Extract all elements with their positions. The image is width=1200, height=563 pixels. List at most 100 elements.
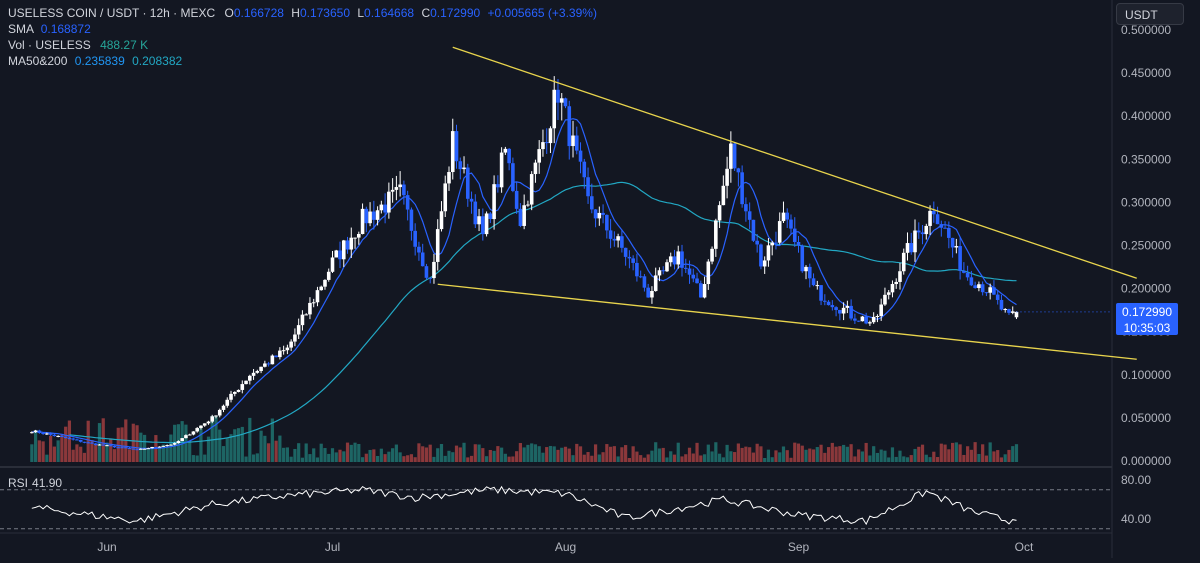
volume-bar (387, 451, 391, 462)
candle-body (364, 208, 369, 224)
price-tick-label: 0.450000 (1121, 66, 1171, 80)
high-value: 0.173650 (299, 6, 350, 20)
candle-body (496, 184, 500, 188)
candle-body (383, 204, 387, 213)
volume-bar (905, 457, 910, 462)
volume-bar (278, 435, 282, 462)
candle-body (796, 241, 801, 246)
candle-body (462, 167, 466, 170)
volume-bar (954, 442, 958, 462)
volume-bar (928, 457, 932, 462)
volume-bar (616, 456, 620, 462)
currency-button[interactable]: USDT (1116, 3, 1184, 25)
candle-body (33, 430, 38, 433)
candle-body (901, 252, 906, 272)
volume-bar (857, 449, 861, 462)
volume-bar (511, 456, 515, 462)
volume-bar (988, 442, 992, 462)
volume-bar (627, 457, 631, 462)
candle-body (845, 305, 850, 308)
open-label: O (224, 6, 234, 20)
volume-bar (64, 426, 68, 462)
candle-body (439, 211, 444, 230)
volume-bar (800, 445, 804, 462)
candle-body (650, 290, 654, 298)
volume-bar (984, 455, 989, 462)
candle-body (131, 448, 136, 450)
volume-bar (830, 442, 834, 462)
open-value: 0.166728 (233, 6, 284, 20)
volume-bar (518, 443, 523, 462)
candle-body (721, 185, 726, 206)
candle-body (60, 435, 64, 437)
volume-bar (319, 443, 323, 462)
candle-body (841, 307, 846, 314)
volume-bar (436, 448, 440, 462)
candle-body (871, 316, 876, 323)
volume-bar (165, 446, 169, 462)
volume-bar (669, 451, 673, 462)
volume-bar (770, 457, 774, 462)
volume-bar (571, 455, 575, 462)
candle-body (770, 242, 775, 246)
candle-body (90, 442, 94, 444)
volume-bar (274, 440, 278, 462)
volume-bar (398, 452, 402, 462)
candle-body (529, 174, 534, 205)
candle-body (349, 237, 354, 250)
volume-legend-row[interactable]: Vol · USELESS 488.27 K (8, 37, 597, 53)
candle-body (417, 246, 421, 253)
candle-body (905, 243, 910, 253)
volume-bar (639, 455, 643, 462)
volume-bar (383, 454, 387, 462)
candle-body (958, 246, 962, 271)
volume-bar (605, 444, 609, 462)
sma-legend-row[interactable]: SMA 0.168872 (8, 21, 597, 37)
candle-body (116, 447, 121, 449)
candle-body (638, 276, 643, 278)
volume-bar (597, 454, 601, 462)
volume-bar (796, 443, 801, 462)
volume-bar (909, 455, 913, 462)
volume-bar (285, 447, 289, 462)
candle-body (398, 184, 402, 188)
volume-bar (793, 442, 797, 462)
volume-bar (372, 449, 376, 462)
volume-bar (297, 443, 301, 462)
high-label: H (291, 6, 300, 20)
candle-body (984, 292, 989, 294)
volume-bar (823, 452, 827, 462)
volume-bar (270, 418, 274, 462)
volume-bar (879, 449, 883, 462)
candle-body (161, 445, 166, 447)
candle-body (620, 236, 624, 248)
candle-body (548, 128, 553, 144)
candle-body (702, 284, 707, 298)
close-label: C (421, 6, 431, 20)
candle-body (965, 272, 970, 278)
candle-body (217, 409, 222, 416)
candle-body (762, 260, 767, 267)
rsi-tick-label: 80.00 (1121, 473, 1151, 487)
candle-body (300, 314, 305, 326)
candle-body (909, 243, 914, 253)
volume-bar (680, 456, 684, 462)
candle-body (202, 423, 207, 426)
rsi-legend[interactable]: RSI 41.90 (8, 476, 62, 490)
volume-bar (530, 443, 534, 462)
candle-body (281, 350, 286, 352)
candle-body (251, 372, 256, 376)
candle-body (586, 177, 590, 197)
candle-body (883, 294, 887, 305)
candle-body (729, 143, 733, 169)
symbol-title[interactable]: USELESS COIN / USDT · 12h · MEXC (8, 6, 216, 20)
volume-bar (868, 455, 872, 462)
candle-body (646, 287, 650, 298)
candle-body (661, 270, 666, 272)
candle-body (785, 212, 790, 220)
candle-body (514, 190, 519, 209)
ma-legend-row[interactable]: MA50&200 0.235839 0.208382 (8, 53, 597, 69)
volume-bar (935, 457, 940, 462)
